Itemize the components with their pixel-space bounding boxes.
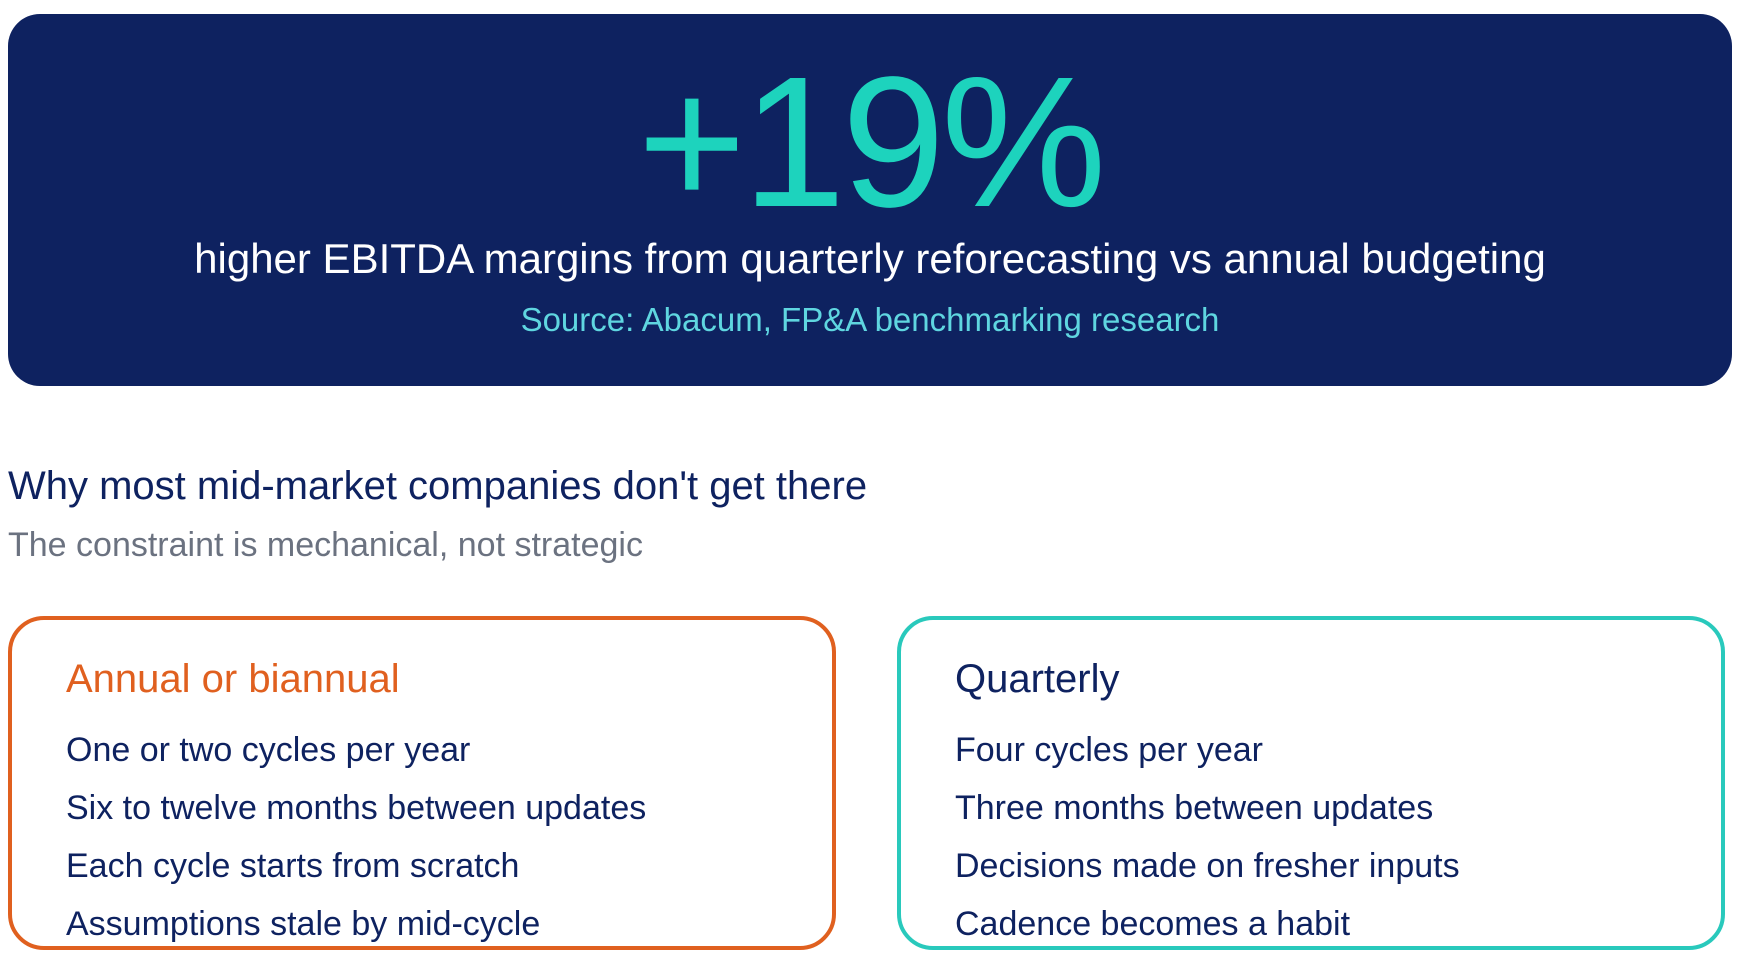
hero-stat-value: +19%: [637, 39, 1107, 246]
quarterly-card-title: Quarterly: [955, 657, 1120, 701]
list-item: One or two cycles per year: [66, 731, 471, 769]
annual-card-title: Annual or biannual: [66, 657, 400, 701]
annual-comparison-card: Annual or biannual One or two cycles per…: [8, 616, 836, 950]
section-subtitle: The constraint is mechanical, not strate…: [8, 526, 643, 564]
section-title: Why most mid-market companies don't get …: [8, 464, 868, 508]
quarterly-comparison-card: Quarterly Four cycles per year Three mon…: [897, 616, 1725, 950]
hero-stat-banner: +19% higher EBITDA margins from quarterl…: [8, 14, 1732, 386]
list-item: Cadence becomes a habit: [955, 905, 1351, 943]
list-item: Decisions made on fresher inputs: [955, 847, 1460, 885]
hero-stat-caption: higher EBITDA margins from quarterly ref…: [194, 235, 1546, 282]
list-item: Three months between updates: [955, 789, 1434, 827]
list-item: Six to twelve months between updates: [66, 789, 647, 827]
quarterly-card-list: Four cycles per year Three months betwee…: [955, 721, 1460, 953]
annual-card-list: One or two cycles per year Six to twelve…: [66, 721, 646, 953]
hero-source-citation: Source: Abacum, FP&A benchmarking resear…: [520, 301, 1220, 338]
list-item: Four cycles per year: [955, 731, 1263, 769]
list-item: Assumptions stale by mid-cycle: [66, 905, 541, 943]
list-item: Each cycle starts from scratch: [66, 847, 520, 885]
